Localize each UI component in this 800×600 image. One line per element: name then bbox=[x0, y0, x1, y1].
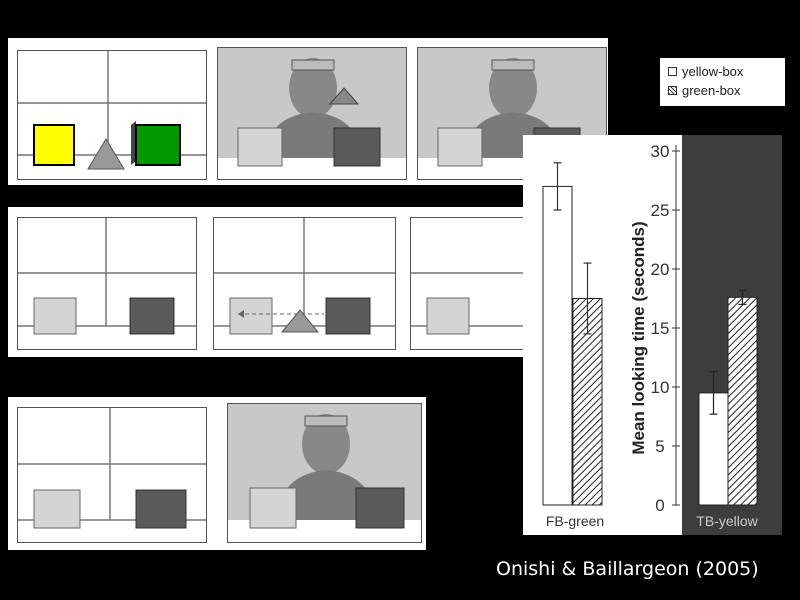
legend-item-yellow-box: yellow-box bbox=[668, 62, 777, 81]
panel-belief-2 bbox=[213, 217, 396, 350]
left-box bbox=[237, 127, 283, 167]
legend-label-green: green-box bbox=[682, 83, 741, 98]
panel-test-2 bbox=[227, 403, 422, 543]
looking-time-chart: 0 5 10 15 20 25 30 Mean looking time (seconds) F… bbox=[523, 135, 782, 535]
panel-test-1 bbox=[17, 407, 207, 543]
right-box bbox=[333, 127, 381, 167]
chart-legend: yellow-box green-box bbox=[660, 58, 785, 106]
toy-slice bbox=[87, 138, 125, 170]
bar bbox=[542, 185, 573, 506]
open-swatch-icon bbox=[668, 67, 677, 76]
y-tick-label: 5 bbox=[655, 437, 664, 456]
citation: Onishi & Baillargeon (2005) bbox=[496, 558, 759, 580]
y-tick-label: 25 bbox=[651, 201, 670, 220]
hatched-swatch-icon bbox=[668, 86, 677, 95]
x-category-label: TB-yellow bbox=[696, 513, 758, 529]
y-tick-label: 10 bbox=[651, 378, 670, 397]
y-axis-label: Mean looking time (seconds) bbox=[629, 221, 648, 454]
panel-belief-1 bbox=[17, 217, 197, 350]
panel-familiarization-2 bbox=[217, 47, 407, 180]
chart-svg: 0 5 10 15 20 25 30 Mean looking time (seconds) F… bbox=[523, 135, 782, 535]
y-tick-label: 30 bbox=[651, 142, 670, 161]
legend-item-green-box: green-box bbox=[668, 81, 777, 100]
legend-label-yellow: yellow-box bbox=[682, 64, 744, 79]
x-category-label: FB-green bbox=[546, 513, 604, 529]
y-tick-label: 15 bbox=[651, 319, 670, 338]
panel-familiarization-1 bbox=[17, 50, 207, 180]
toy-slice bbox=[280, 309, 320, 333]
green-box-side bbox=[131, 121, 136, 165]
y-tick-label: 0 bbox=[655, 496, 664, 515]
yellow-box bbox=[33, 124, 75, 166]
green-box bbox=[135, 124, 181, 166]
y-tick-label: 20 bbox=[651, 260, 670, 279]
panel-belief-3 bbox=[410, 217, 528, 350]
bar bbox=[727, 296, 758, 506]
